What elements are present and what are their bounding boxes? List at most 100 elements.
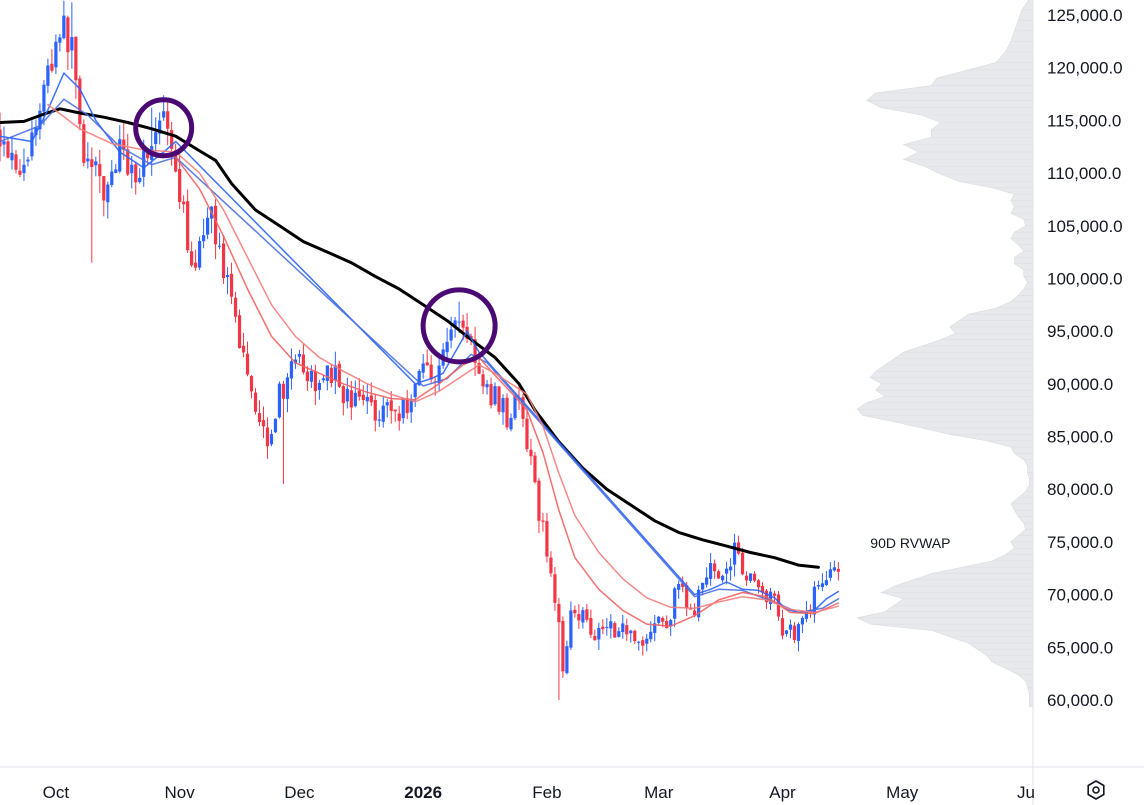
candle bbox=[393, 409, 397, 422]
candle bbox=[62, 0, 66, 40]
candle-body bbox=[573, 609, 577, 614]
candle bbox=[812, 581, 817, 623]
candle-body bbox=[836, 568, 840, 572]
indicator-lines bbox=[0, 72, 840, 627]
candle bbox=[389, 391, 393, 424]
y-tick-label[interactable]: 100,000.0 bbox=[1047, 269, 1123, 288]
candle-body bbox=[493, 386, 497, 405]
candle-body bbox=[301, 354, 306, 373]
candle-body bbox=[800, 617, 805, 625]
candle bbox=[158, 112, 162, 145]
candle bbox=[329, 363, 333, 388]
candle-body bbox=[772, 593, 777, 596]
candle-body bbox=[138, 177, 142, 183]
y-tick-label[interactable]: 90,000.0 bbox=[1047, 375, 1113, 394]
candle bbox=[744, 571, 749, 586]
y-tick-label[interactable]: 60,000.0 bbox=[1047, 691, 1113, 710]
candle bbox=[237, 309, 242, 349]
candle-body bbox=[46, 65, 50, 86]
candle bbox=[190, 241, 194, 267]
x-tick-label[interactable]: Feb bbox=[532, 783, 561, 802]
candle-body bbox=[361, 394, 365, 401]
candle-body bbox=[689, 608, 693, 610]
candle-body bbox=[401, 398, 405, 419]
x-tick-label[interactable]: Dec bbox=[284, 783, 315, 802]
y-tick-label[interactable]: 65,000.0 bbox=[1047, 638, 1113, 657]
candle bbox=[657, 615, 661, 625]
candles bbox=[0, 0, 840, 700]
y-tick-label[interactable]: 125,000.0 bbox=[1047, 6, 1123, 25]
candle bbox=[585, 603, 589, 623]
candle-body bbox=[325, 365, 329, 381]
candle bbox=[421, 354, 425, 379]
candle-body bbox=[233, 297, 238, 317]
candle-body bbox=[241, 345, 246, 353]
candle bbox=[413, 383, 417, 408]
x-tick-label[interactable]: Oct bbox=[43, 783, 70, 802]
y-tick-label[interactable]: 120,000.0 bbox=[1047, 59, 1123, 78]
candle bbox=[713, 559, 717, 579]
y-tick-label[interactable]: 85,000.0 bbox=[1047, 428, 1113, 447]
candle-body bbox=[6, 141, 10, 158]
candle-body bbox=[713, 563, 717, 572]
candle-body bbox=[601, 626, 605, 630]
x-tick-label[interactable]: Nov bbox=[165, 783, 196, 802]
candle bbox=[213, 198, 218, 260]
candle bbox=[736, 535, 741, 555]
candle bbox=[493, 382, 497, 406]
candle bbox=[229, 262, 234, 305]
candle-body bbox=[485, 384, 489, 388]
candle bbox=[233, 291, 238, 323]
y-tick-label[interactable]: 70,000.0 bbox=[1047, 586, 1113, 605]
settings-icon[interactable] bbox=[1087, 780, 1105, 800]
candle bbox=[14, 149, 18, 174]
candle bbox=[249, 374, 254, 399]
candle bbox=[66, 15, 70, 70]
y-tick-label[interactable]: 105,000.0 bbox=[1047, 217, 1123, 236]
candle bbox=[545, 512, 549, 563]
candle-body bbox=[217, 245, 222, 247]
candle-body bbox=[54, 41, 58, 68]
candle-body bbox=[186, 201, 190, 251]
x-tick-label[interactable]: May bbox=[886, 783, 919, 802]
y-tick-label[interactable]: 75,000.0 bbox=[1047, 533, 1113, 552]
candle bbox=[82, 119, 86, 167]
candle bbox=[361, 385, 365, 406]
candle-body bbox=[625, 625, 629, 635]
candle bbox=[305, 366, 310, 391]
x-tick-label[interactable]: Ju bbox=[1017, 783, 1035, 802]
candle bbox=[605, 617, 609, 636]
candle-body bbox=[389, 400, 393, 411]
y-tick-label[interactable]: 95,000.0 bbox=[1047, 322, 1113, 341]
y-tick-label[interactable]: 115,000.0 bbox=[1047, 111, 1121, 130]
candle-body bbox=[293, 359, 298, 364]
candle bbox=[325, 365, 329, 391]
candle-body bbox=[26, 159, 30, 162]
candle bbox=[501, 394, 505, 425]
x-tick-label[interactable]: Apr bbox=[769, 783, 796, 802]
candle bbox=[2, 126, 6, 157]
candle-body bbox=[481, 374, 485, 387]
candle bbox=[461, 314, 465, 341]
candle-body bbox=[569, 610, 573, 648]
candle-body bbox=[297, 353, 302, 357]
candle-body bbox=[281, 383, 286, 399]
x-tick-label[interactable]: 2026 bbox=[404, 783, 442, 802]
candle bbox=[353, 380, 357, 408]
candle bbox=[772, 590, 777, 602]
candle bbox=[720, 574, 725, 583]
candle bbox=[150, 107, 154, 176]
ema-line bbox=[0, 72, 840, 614]
y-tick-label[interactable]: 80,000.0 bbox=[1047, 480, 1113, 499]
y-tick-label[interactable]: 110,000.0 bbox=[1047, 164, 1121, 183]
candle bbox=[529, 438, 533, 465]
ema-line bbox=[0, 98, 840, 614]
candle bbox=[297, 349, 302, 364]
candle bbox=[597, 622, 601, 650]
candle-body bbox=[42, 84, 46, 112]
candle-body bbox=[225, 274, 230, 278]
candle-body bbox=[333, 365, 337, 381]
candle-body bbox=[353, 392, 357, 407]
x-tick-label[interactable]: Mar bbox=[644, 783, 674, 802]
